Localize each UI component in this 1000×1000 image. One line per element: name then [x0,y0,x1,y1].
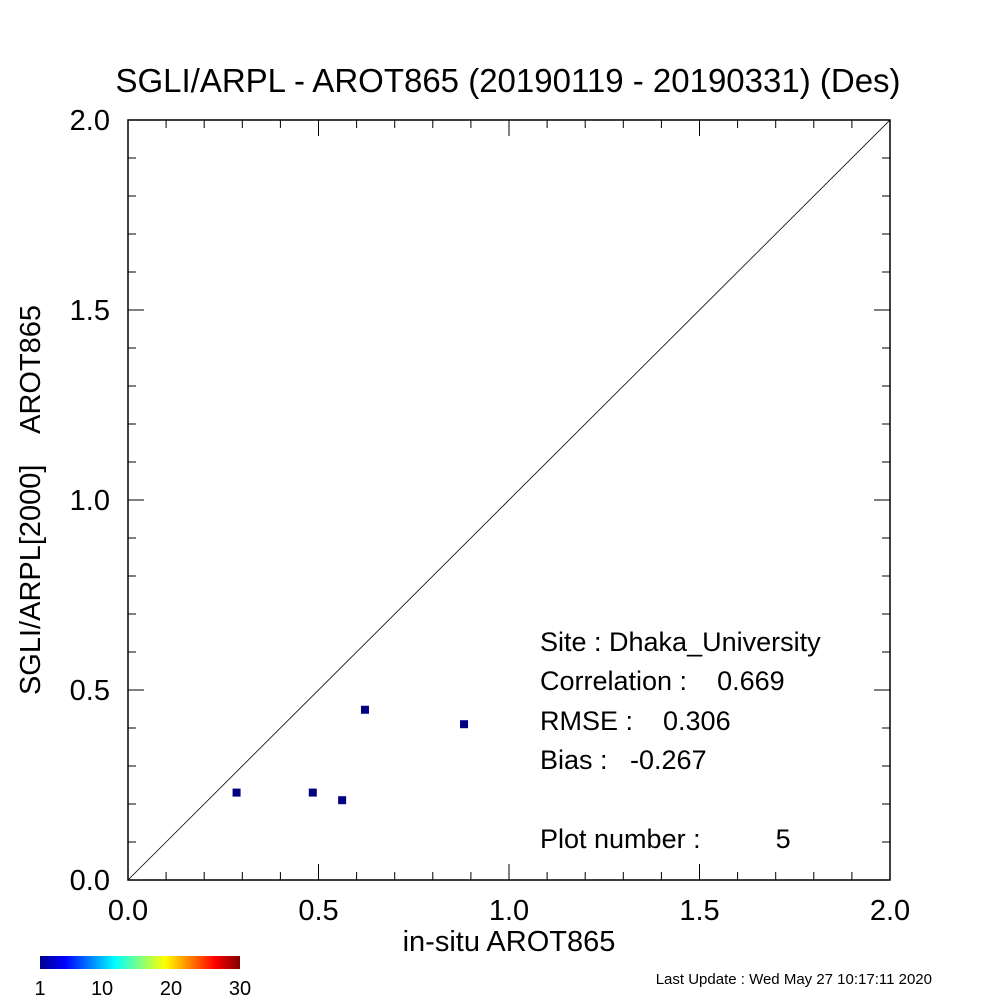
y-tick-labels: 0.0 0.5 1.0 1.5 2.0 [70,105,110,897]
data-point [460,720,469,729]
one-to-one-line [127,119,891,881]
y-tick-label: 0.0 [70,865,110,897]
x-tick-label: 1.0 [489,895,529,927]
chart-title: SGLI/ARPL - AROT865 (20190119 - 20190331… [115,62,900,99]
x-tick-label: 0.5 [298,895,338,927]
x-tick-label: 1.5 [679,895,719,927]
data-point [232,788,241,797]
y-tick-label: 0.5 [70,675,110,707]
y-axis-label: SGLI/ARPL[2000] AROT865 [15,305,47,695]
y-tick-label: 2.0 [70,105,110,137]
colorbar-tick-label: 30 [229,978,251,1000]
last-update-text: Last Update : Wed May 27 10:17:11 2020 [656,971,932,988]
x-tick-label: 0.0 [108,895,148,927]
colorbar-tick-label: 10 [91,978,113,1000]
stats-plot-number: Plot number : 5 [540,824,791,854]
axis-ticks [127,119,891,881]
data-point [360,705,369,714]
y-tick-label: 1.0 [70,485,110,517]
x-tick-label: 2.0 [870,895,910,927]
stats-site: Site : Dhaka_University [540,627,821,657]
y-tick-label: 1.5 [70,295,110,327]
data-point [338,796,347,805]
colorbar-tick-label: 1 [34,978,45,1000]
stats-rmse: RMSE : 0.306 [540,706,731,736]
stats-bias: Bias : -0.267 [540,745,707,775]
x-axis-label: in-situ AROT865 [403,926,616,958]
x-tick-labels: 0.0 0.5 1.0 1.5 2.0 [108,895,910,927]
stats-correlation: Correlation : 0.669 [540,666,785,696]
colorbar-tick-labels: 1 10 20 30 [34,978,251,1000]
colorbar [40,956,240,969]
data-point [308,788,317,797]
stats-panel: Site : Dhaka_University Correlation : 0.… [540,627,821,854]
data-points [232,705,469,805]
colorbar-tick-label: 20 [160,978,182,1000]
